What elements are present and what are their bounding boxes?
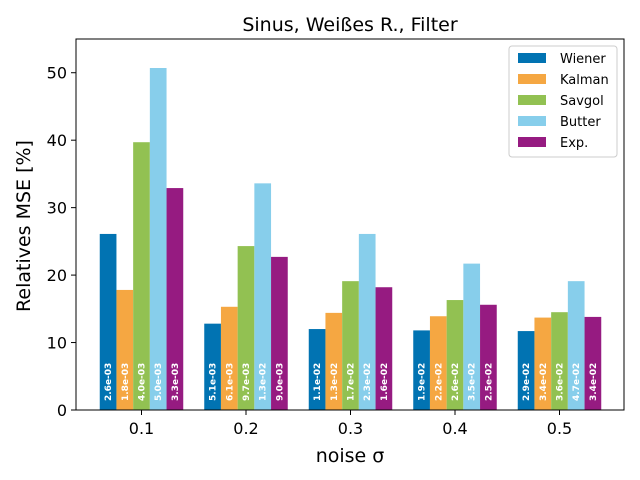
- bar-wiener-0.2: [204, 323, 221, 410]
- bar-labels-group: 2.6e-03 5.1e-03 1.1e-02 1.9e-02 2.9e-02 1.8e-…: [104, 363, 599, 401]
- bar-butter-0.5: [567, 281, 585, 410]
- x-tick-label: 0.4: [442, 419, 467, 438]
- bar-kalman-0.2: [220, 306, 238, 410]
- legend-box: [508, 45, 618, 158]
- bar-wiener-0.1: [99, 233, 117, 410]
- bar-value-label: 5.1e-03: [209, 363, 219, 401]
- bar-wiener-0.4: [413, 330, 430, 410]
- legend-swatch: [518, 116, 546, 126]
- y-axis-label: Relatives MSE [%]: [13, 140, 35, 312]
- bar-value-label: 4.0e-03: [138, 363, 148, 401]
- legend-swatch: [518, 137, 546, 147]
- bars-group: [99, 68, 602, 410]
- bar-kalman-0.3: [325, 312, 343, 410]
- legend-swatch: [518, 53, 546, 63]
- bar-wiener-0.5: [517, 331, 535, 410]
- legend-label: Butter: [560, 115, 601, 130]
- bar-value-label: 1.3e-02: [259, 363, 269, 401]
- bar-value-label: 3.3e-03: [171, 363, 181, 401]
- bar-exp-0.4: [480, 304, 497, 410]
- x-tick-label: 0.5: [547, 419, 572, 438]
- legend-label: Wiener: [560, 52, 606, 67]
- bar-kalman-0.5: [534, 317, 552, 410]
- bar-kalman-0.1: [116, 289, 134, 410]
- bar-value-label: 1.3e-02: [330, 363, 340, 401]
- bar-savgol-0.3: [342, 281, 359, 410]
- bar-butter-0.1: [149, 68, 167, 410]
- bar-value-label: 9.0e-03: [275, 363, 285, 401]
- bar-butter-0.3: [358, 233, 376, 410]
- bar-value-label: 1.8e-03: [121, 363, 131, 401]
- bar-value-label: 6.1e-03: [225, 363, 235, 401]
- bar-kalman-0.4: [429, 316, 447, 410]
- bar-value-label: 9.7e-03: [242, 363, 252, 401]
- legend-label: Savgol: [560, 94, 604, 109]
- x-tick-label: 0.2: [233, 419, 258, 438]
- bar-exp-0.2: [271, 256, 288, 410]
- legend-label: Kalman: [560, 73, 609, 88]
- bar-value-label: 2.2e-02: [434, 363, 444, 401]
- bar-savgol-0.4: [446, 300, 464, 410]
- bar-value-label: 3.5e-02: [468, 363, 478, 401]
- bar-exp-0.3: [375, 287, 393, 410]
- bar-savgol-0.1: [133, 142, 150, 410]
- bar-value-label: 3.4e-02: [589, 363, 599, 401]
- bar-value-label: 2.9e-02: [522, 363, 532, 401]
- axes-group: 0 10 20 30 40 50 0.1 0.2 0.3 0.4 0.5: [47, 38, 625, 438]
- bar-value-label: 3.6e-02: [556, 363, 566, 401]
- y-tick-label: 30: [47, 199, 67, 218]
- bar-value-label: 1.6e-02: [380, 363, 390, 401]
- bar-wiener-0.3: [308, 329, 326, 410]
- bar-savgol-0.2: [237, 246, 255, 410]
- bar-value-label: 4.7e-02: [572, 363, 582, 401]
- bar-exp-0.1: [166, 188, 184, 410]
- y-tick-label: 0: [57, 401, 67, 420]
- bar-butter-0.2: [254, 183, 272, 410]
- x-tick-label: 0.3: [338, 419, 363, 438]
- y-tick-label: 10: [47, 334, 67, 353]
- x-axis-label: noise σ: [316, 445, 385, 467]
- bar-butter-0.4: [463, 263, 481, 410]
- bar-exp-0.5: [584, 316, 602, 410]
- y-tick-label: 20: [47, 266, 67, 285]
- bar-value-label: 1.9e-02: [418, 363, 428, 401]
- bar-value-label: 2.6e-02: [451, 363, 461, 401]
- bar-value-label: 2.5e-02: [484, 363, 494, 401]
- y-tick-label: 50: [47, 64, 67, 83]
- bar-value-label: 5.0e-03: [154, 363, 164, 401]
- x-tick-label: 0.1: [129, 419, 154, 438]
- bar-value-label: 3.4e-02: [539, 363, 549, 401]
- legend-label: Exp.: [560, 136, 588, 151]
- bar-value-label: 1.7e-02: [347, 363, 357, 401]
- bar-value-label: 2.6e-03: [104, 363, 114, 401]
- legend: Wiener Kalman Savgol Butter Exp.: [508, 45, 618, 158]
- legend-swatch: [518, 74, 546, 84]
- bar-value-label: 2.3e-02: [363, 363, 373, 401]
- legend-swatch: [518, 95, 546, 105]
- bar-value-label: 1.1e-02: [313, 363, 323, 401]
- bar-savgol-0.5: [551, 312, 568, 410]
- y-tick-label: 40: [47, 131, 67, 150]
- chart-title: Sinus, Weißes R., Filter: [242, 14, 458, 36]
